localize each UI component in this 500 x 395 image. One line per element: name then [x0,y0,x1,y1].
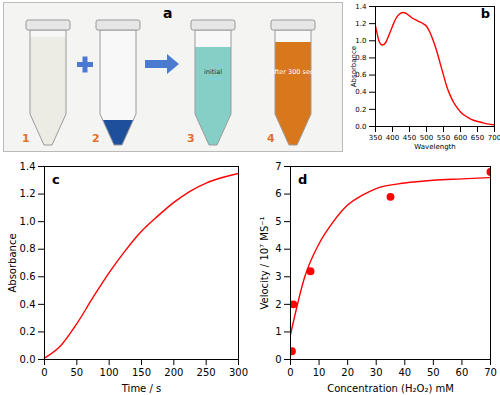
svg-text:0.0: 0.0 [355,123,366,131]
svg-text:30: 30 [370,367,383,378]
svg-text:50: 50 [427,367,440,378]
svg-text:Time / s: Time / s [121,383,161,394]
svg-text:1.2: 1.2 [20,188,36,199]
svg-text:650: 650 [471,134,484,142]
svg-text:Absorbance: Absorbance [350,46,358,87]
svg-text:3: 3 [275,271,281,282]
svg-text:1.0: 1.0 [20,216,36,227]
svg-text:550: 550 [437,134,450,142]
svg-text:0.4: 0.4 [355,88,367,96]
svg-text:0.0: 0.0 [20,354,36,365]
svg-text:2: 2 [92,132,100,145]
html-text:c: c [52,172,60,187]
svg-text:0.6: 0.6 [355,71,367,80]
svg-text:2: 2 [275,299,281,310]
svg-text:1: 1 [275,326,281,337]
svg-text:Velocity / 10⁷ MS⁻¹: Velocity / 10⁷ MS⁻¹ [259,216,270,309]
svg-text:300: 300 [229,367,248,378]
svg-text:0.2: 0.2 [355,106,366,114]
svg-text:250: 250 [197,367,216,378]
svg-text:5: 5 [275,216,281,227]
svg-text:0: 0 [287,367,293,378]
svg-text:200: 200 [164,367,183,378]
svg-text:0: 0 [41,367,47,378]
svg-text:0.8: 0.8 [20,243,36,254]
svg-text:0.4: 0.4 [20,299,36,310]
svg-text:0.6: 0.6 [20,271,36,282]
svg-text:700: 700 [488,134,500,142]
svg-text:6: 6 [275,188,281,199]
svg-text:1: 1 [22,132,30,145]
svg-text:350: 350 [369,134,382,142]
svg-text:After 300 sec.: After 300 sec. [270,68,315,76]
svg-text:Wavelength: Wavelength [414,143,456,151]
svg-text:10: 10 [313,367,326,378]
svg-text:1.0: 1.0 [355,37,366,45]
svg-text:Absorbance: Absorbance [7,233,18,292]
svg-text:1.4: 1.4 [20,161,36,172]
svg-text:Concentration (H₂O₂) mM: Concentration (H₂O₂) mM [327,383,454,394]
svg-text:1.2: 1.2 [355,20,366,28]
svg-text:60: 60 [456,367,469,378]
svg-text:0: 0 [275,354,281,365]
svg-text:3: 3 [187,132,195,145]
svg-text:70: 70 [484,367,497,378]
svg-text:450: 450 [403,134,416,142]
svg-text:4: 4 [275,243,281,254]
svg-text:150: 150 [132,367,151,378]
svg-text:20: 20 [341,367,354,378]
svg-text:initial: initial [204,68,222,76]
svg-text:500: 500 [420,134,433,142]
svg-text:a: a [163,5,172,21]
svg-text:1.4: 1.4 [355,3,367,11]
svg-text:100: 100 [100,367,119,378]
svg-text:4: 4 [267,132,275,145]
svg-text:0.8: 0.8 [355,54,367,63]
svg-text:600: 600 [454,134,467,142]
svg-text:40: 40 [398,367,411,378]
svg-text:400: 400 [386,134,399,142]
svg-text:50: 50 [70,367,83,378]
html-text:b: b [480,6,490,21]
html-text:d: d [298,172,308,187]
svg-text:0.2: 0.2 [20,326,36,337]
svg-text:7: 7 [275,161,281,172]
